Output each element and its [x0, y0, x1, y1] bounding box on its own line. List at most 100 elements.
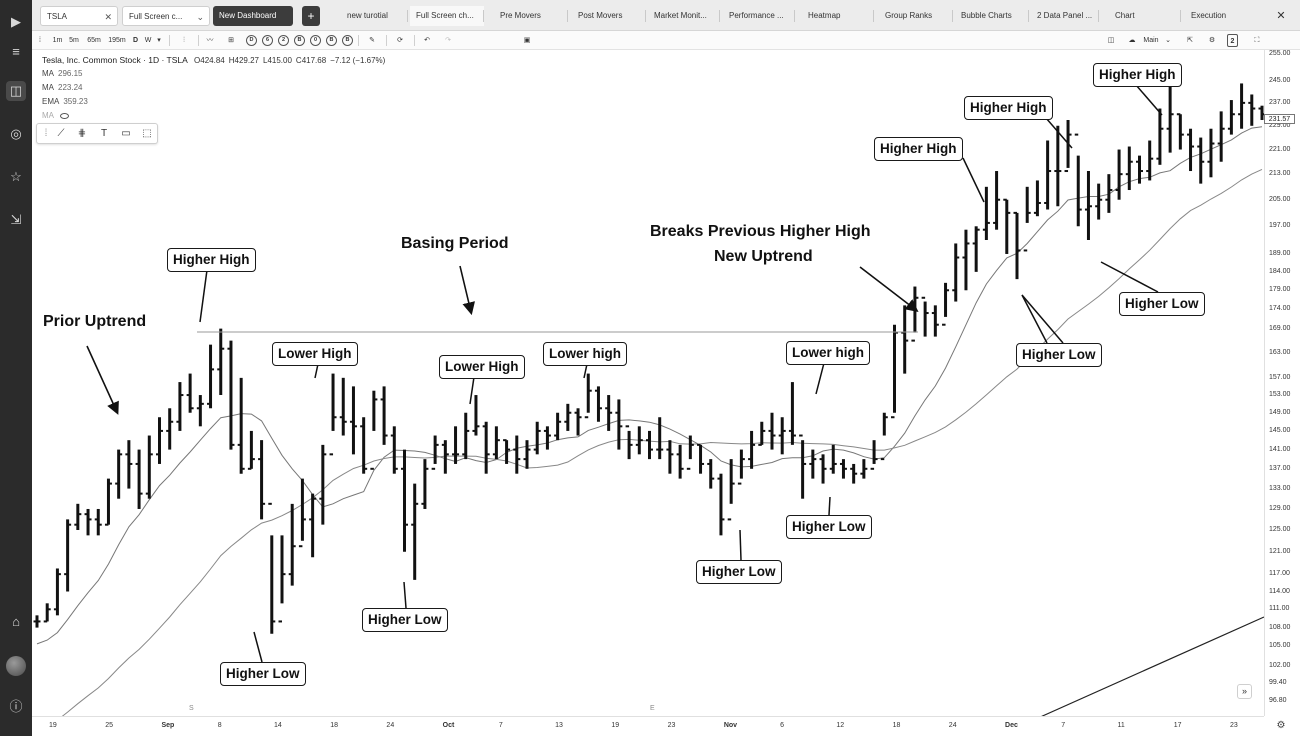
indicator-ma-hidden[interactable]: MA — [42, 109, 385, 123]
star-icon[interactable]: ☆ — [10, 169, 22, 184]
indicator-ema[interactable]: EMA 359.23 — [42, 95, 385, 109]
education-icon[interactable]: ⌂ — [12, 614, 20, 629]
tab-market-monitor[interactable]: Market Monit... — [648, 6, 720, 26]
send-icon[interactable]: ⇲ — [10, 212, 22, 227]
fullscreen-icon[interactable]: ⛶ — [1254, 37, 1260, 44]
avatar[interactable] — [6, 656, 26, 676]
layout-icon[interactable]: ◫ — [1107, 37, 1115, 44]
drag-handle-icon[interactable]: ⁞ — [39, 37, 41, 44]
rectangle-tool-icon[interactable]: ⬚ — [142, 128, 152, 139]
tab-full-screen-chart[interactable]: Full Screen ch... — [410, 6, 484, 26]
toggle-2[interactable]: 2 — [278, 35, 289, 46]
drag-handle-icon[interactable]: ⁞ — [44, 128, 48, 139]
toggle-b3[interactable]: B — [342, 35, 353, 46]
calendar-icon[interactable]: ▣ — [523, 37, 531, 44]
trend-line-icon[interactable]: ⟋ — [57, 128, 65, 139]
timeframe-w[interactable]: W — [144, 37, 152, 44]
chart-layout-icon[interactable]: ◫ — [6, 81, 26, 101]
undo-icon[interactable]: ↶ — [424, 37, 430, 44]
timeframe-65m[interactable]: 65m — [87, 37, 101, 44]
price-bar — [523, 440, 531, 469]
tab-execution[interactable]: Execution — [1191, 11, 1227, 20]
price-bar — [492, 426, 500, 460]
tab-chart[interactable]: Chart — [1109, 6, 1181, 26]
price-bar — [1023, 186, 1031, 252]
add-tab-button[interactable]: + — [302, 6, 320, 26]
axis-settings-icon[interactable]: ⚙ — [1276, 720, 1286, 731]
price-bar — [1125, 146, 1133, 191]
chevron-down-icon[interactable]: ⌄ — [196, 12, 204, 22]
price-tick-label: 189.00 — [1269, 249, 1291, 257]
refresh-icon[interactable]: ⟳ — [397, 37, 403, 44]
eye-icon[interactable] — [60, 112, 69, 119]
fib-icon[interactable]: ⋕ — [77, 128, 87, 139]
price-bar — [513, 435, 521, 474]
timeframe-d[interactable]: D — [132, 37, 139, 44]
price-bar — [1197, 137, 1205, 184]
indicator-ma-2[interactable]: MA 223.24 — [42, 81, 385, 95]
new-dashboard-button[interactable]: New Dashboard — [213, 6, 293, 26]
price-bar — [1044, 140, 1052, 210]
price-axis[interactable]: 255.00 245.00 237.00 229.00 221.00 213.00 205.… — [1264, 50, 1300, 716]
tab-heatmap[interactable]: Heatmap — [802, 6, 874, 26]
tab-new-turotial[interactable]: new turotial — [341, 6, 408, 26]
line-chart-icon[interactable]: 〰 — [206, 37, 214, 44]
callout-tool-icon[interactable]: ▭ — [121, 128, 131, 139]
tab-pre-movers[interactable]: Pre Movers — [494, 6, 568, 26]
callout-higher-high: Higher High — [964, 96, 1053, 120]
price-bar — [431, 435, 439, 470]
timeframe-195m[interactable]: 195m — [108, 37, 126, 44]
callout-higher-low: Higher Low — [696, 560, 782, 584]
scroll-to-latest-button[interactable]: » — [1237, 684, 1252, 699]
toolbar-divider — [198, 35, 199, 46]
pencil-icon[interactable]: ✎ — [369, 37, 375, 44]
layout-selector[interactable]: Main — [1143, 37, 1159, 44]
export-icon[interactable]: ⇱ — [1187, 37, 1193, 44]
price-bar — [584, 373, 592, 419]
indicators-icon[interactable]: ⫶ — [183, 37, 185, 44]
count-badge[interactable]: 2 — [1227, 34, 1238, 47]
toggle-d[interactable]: D — [246, 35, 257, 46]
radar-icon[interactable]: ◎ — [10, 126, 22, 141]
callout-higher-high: Higher High — [167, 248, 256, 272]
app-logo-icon[interactable]: ▶ — [11, 14, 21, 29]
symbol-legend[interactable]: Tesla, Inc. Common Stock · 1D · TSLA O42… — [42, 53, 385, 67]
toggle-b1[interactable]: B — [294, 35, 305, 46]
tab-group-ranks[interactable]: Group Ranks — [879, 6, 953, 26]
change-value: −7.12 (−1.67%) — [330, 56, 386, 65]
info-icon[interactable]: ⓘ — [9, 699, 23, 714]
timeframe-dropdown[interactable]: ▾ — [157, 37, 161, 44]
price-bars — [33, 67, 1266, 634]
timeframe-1m[interactable]: 1m — [52, 37, 63, 44]
toggle-b2[interactable]: B — [326, 35, 337, 46]
close-icon[interactable]: ✕ — [104, 12, 112, 22]
text-tool-icon[interactable]: T — [100, 128, 108, 139]
cloud-icon[interactable]: ☁ — [1128, 37, 1136, 44]
toggle-0[interactable]: 0 — [310, 35, 321, 46]
redo-icon[interactable]: ↷ — [445, 37, 451, 44]
chevron-down-icon[interactable]: ⌄ — [1165, 37, 1171, 44]
symbol-tab[interactable]: TSLA ✕ — [40, 6, 118, 26]
gear-icon[interactable]: ⚙ — [1208, 37, 1216, 44]
indicator-ma-1[interactable]: MA 296.15 — [42, 67, 385, 81]
price-chart[interactable] — [32, 50, 1300, 736]
higher-low-pointer — [739, 529, 742, 561]
timeframe-5m[interactable]: 5m — [69, 37, 79, 44]
time-tick-label: 19 — [49, 722, 57, 729]
price-bar — [839, 459, 847, 479]
time-axis[interactable]: 19 25 Sep 8 14 18 24 Oct 7 13 19 23 Nov 6 12 18 24 Dec 7 11… — [32, 716, 1264, 736]
tab-bubble-charts[interactable]: Bubble Charts — [955, 6, 1029, 26]
chart-area[interactable] — [32, 50, 1300, 736]
layout-tab[interactable]: Full Screen c... ⌄ — [122, 6, 210, 26]
tab-post-movers[interactable]: Post Movers — [572, 6, 646, 26]
toggle-6[interactable]: 6 — [262, 35, 273, 46]
tab-performance[interactable]: Performance ... — [723, 6, 795, 26]
tab-2-data-panel[interactable]: 2 Data Panel ... — [1031, 6, 1099, 26]
price-bar — [390, 426, 398, 474]
price-bar — [309, 493, 317, 558]
ohlc-values: O424.84 H429.27 L415.00 C417.68 −7.12 (−1.67… — [190, 56, 385, 65]
menu-icon[interactable]: ≡ — [12, 44, 20, 59]
grid-icon[interactable]: ⊞ — [228, 37, 234, 44]
price-bar — [1105, 174, 1113, 213]
window-close-icon[interactable]: ✕ — [1276, 10, 1286, 22]
